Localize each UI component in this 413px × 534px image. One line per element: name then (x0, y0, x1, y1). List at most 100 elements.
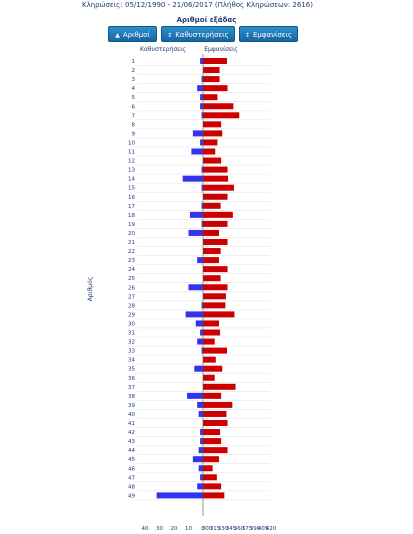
category-label: 46 (128, 466, 135, 472)
appear-bar (203, 130, 223, 137)
category-label: 36 (128, 376, 135, 382)
category-label: 3 (132, 77, 136, 83)
sort-by-delay-label: Καθυστερήσεις (175, 31, 229, 39)
category-label: 13 (128, 168, 135, 174)
delay-bar (201, 76, 203, 83)
appear-bar (203, 157, 222, 164)
delay-bar (200, 329, 203, 336)
category-label: 40 (128, 412, 135, 418)
category-label: 44 (128, 448, 135, 454)
category-label: 16 (128, 195, 135, 201)
appear-bar (203, 239, 228, 245)
appear-bar (203, 184, 234, 191)
delay-bar (192, 456, 203, 463)
sort-by-appearance-label: Εμφανίσεις (252, 31, 293, 39)
delay-bar (197, 85, 203, 92)
category-label: 41 (128, 421, 135, 427)
appear-bar (203, 483, 222, 490)
delay-tick-label: 0 (201, 526, 205, 532)
category-label: 42 (128, 430, 135, 436)
category-label: 37 (128, 385, 135, 391)
category-label: 32 (128, 340, 135, 346)
appear-bar (203, 284, 228, 291)
appear-bar (203, 94, 218, 101)
appear-bar (203, 438, 222, 445)
delay-bar (200, 58, 203, 64)
draws-range: 05/12/1990 - 21/06/2017 (Πλήθος Κληρώσεω… (125, 1, 313, 9)
delay-tick-label: 40 (142, 526, 149, 532)
appear-tick-label: 300 (202, 526, 213, 532)
delay-bar (185, 311, 203, 318)
category-label: 7 (132, 113, 136, 119)
appear-bar (203, 293, 226, 300)
appear-bar (203, 365, 223, 372)
appear-bar (203, 58, 227, 64)
delay-bar (200, 139, 203, 146)
appear-tick-label: 360 (234, 526, 245, 532)
appear-bar (203, 410, 227, 417)
delay-bar (197, 401, 203, 408)
appear-bar (203, 202, 221, 209)
category-label: 4 (132, 86, 136, 92)
appear-bar (203, 193, 228, 200)
appear-bar (203, 302, 226, 309)
appear-bar (203, 429, 221, 436)
appear-bar (203, 492, 225, 499)
category-label: 31 (128, 331, 135, 337)
sort-by-number-button[interactable]: ▲ Αριθμοί (108, 26, 157, 42)
sort-by-appearance-button[interactable]: ↕ Εμφανίσεις (239, 26, 298, 42)
appear-bar (203, 148, 216, 155)
appear-bar (203, 139, 218, 146)
appear-bar (203, 320, 219, 327)
appear-bar (203, 211, 233, 218)
category-label: 49 (128, 493, 135, 499)
chart: Καθυστερήσεις ΕμφανίσειςΑριθμός1234567891… (87, 46, 277, 532)
appear-bar (203, 347, 227, 354)
category-label: 9 (132, 131, 136, 137)
delay-bar (188, 284, 203, 291)
delay-bar (200, 94, 203, 101)
appear-bar (203, 103, 234, 110)
appear-bar (203, 275, 221, 282)
appear-bar (203, 112, 240, 119)
category-label: 8 (132, 122, 136, 128)
appear-bar (203, 465, 213, 472)
delay-bar (182, 175, 203, 182)
appear-bar (203, 474, 217, 481)
sort-by-number-label: Αριθμοί (122, 31, 150, 39)
appear-bar (203, 67, 220, 74)
category-label: 26 (128, 285, 135, 291)
category-label: 5 (132, 95, 136, 101)
appear-bar (203, 374, 215, 381)
sort-toggle-icon: ↕ (167, 32, 173, 39)
delay-bar (201, 184, 203, 191)
draws-label: Κληρώσεις: (82, 1, 123, 9)
sort-by-delay-button[interactable]: ↕ Καθυστερήσεις (161, 26, 235, 42)
appear-bar (203, 338, 215, 345)
category-label: 30 (128, 321, 135, 327)
chart-subtitle: Αριθμοί εξάδας (176, 16, 237, 24)
category-label: 28 (128, 303, 135, 309)
category-label: 47 (128, 475, 135, 481)
category-label: 17 (128, 204, 135, 210)
category-label: 1 (132, 59, 136, 65)
delay-bar (201, 112, 203, 119)
delay-bar (192, 130, 203, 137)
appear-bar (203, 401, 233, 408)
category-label: 33 (128, 349, 135, 355)
delay-tick-label: 20 (171, 526, 178, 532)
delay-bar (200, 429, 203, 436)
category-label: 22 (128, 249, 135, 255)
appear-bar (203, 420, 228, 426)
delay-bar (201, 302, 203, 309)
appear-bar (203, 166, 228, 173)
delay-bar (201, 220, 203, 227)
category-label: 2 (132, 68, 136, 74)
delay-tick-label: 30 (156, 526, 163, 532)
category-label: 20 (128, 231, 135, 237)
appear-bar (203, 229, 219, 236)
category-label: 15 (128, 186, 135, 192)
category-label: 43 (128, 439, 135, 445)
appear-bar (203, 85, 228, 92)
category-label: 23 (128, 258, 135, 264)
